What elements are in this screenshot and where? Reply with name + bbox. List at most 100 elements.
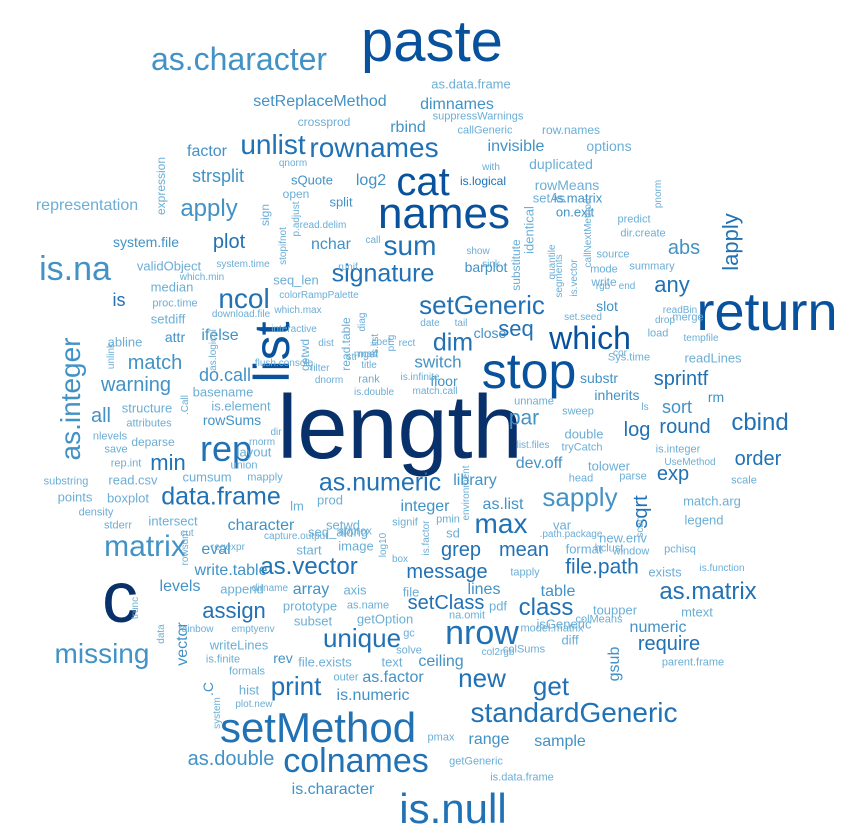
word: .Call [180, 394, 191, 416]
word: nchar [310, 236, 352, 253]
word: integer [400, 498, 450, 515]
word: setGeneric [419, 290, 545, 320]
word: median [150, 279, 194, 295]
word: sink [482, 259, 500, 270]
word: mode [590, 263, 618, 276]
word: call [365, 235, 381, 246]
word: write.table [194, 562, 268, 579]
word: sign [258, 203, 272, 227]
word: identical [521, 206, 537, 254]
word: invisible [487, 138, 545, 155]
word: sd [446, 525, 460, 541]
word: points [57, 489, 93, 505]
word: suppressWarnings [432, 110, 524, 123]
word: log10 [378, 532, 389, 558]
word: read.delim [299, 220, 347, 231]
word: on.exit [555, 204, 595, 220]
word: tolower [588, 458, 630, 474]
word: sum [383, 230, 437, 261]
word: as.data.frame [431, 76, 511, 92]
word: rep.int [110, 457, 142, 470]
word: set.seed [564, 312, 602, 323]
word: plot [212, 231, 246, 253]
word: seq_along [308, 524, 368, 540]
word: source [596, 248, 630, 261]
word: is.numeric [336, 687, 410, 704]
word: window [612, 545, 650, 558]
word: filter [310, 363, 330, 374]
word: diff [561, 632, 579, 648]
word: drop [654, 315, 676, 326]
word: proc.time [152, 297, 198, 310]
word: write [591, 275, 617, 289]
word: ifelse [201, 327, 239, 344]
word: cbind [731, 409, 789, 436]
word: ncol [218, 283, 270, 314]
word: stderr [103, 519, 133, 532]
word: approx [338, 525, 372, 538]
word: as.factor [362, 669, 424, 686]
word: sprintf [653, 368, 709, 390]
word: lm [290, 498, 304, 514]
word: rbind [390, 119, 426, 136]
word: data.frame [161, 482, 281, 511]
word: as.logical [208, 329, 219, 371]
word: setMethod [219, 704, 417, 751]
word: rownames [309, 132, 439, 163]
word: interactive [271, 324, 317, 335]
word: layout [236, 444, 272, 460]
word: seq_len [273, 272, 319, 288]
word: UseMethod [664, 457, 716, 468]
word: isGeneric [536, 616, 592, 632]
word: crossprod [297, 115, 351, 129]
word: rev [273, 650, 293, 666]
word: text [381, 654, 403, 670]
word: dirname [251, 583, 289, 594]
word: pchisq [664, 543, 696, 556]
word: options [586, 138, 632, 154]
word: readLines [684, 350, 742, 366]
word: setClass [407, 592, 485, 614]
word: array [292, 581, 330, 598]
word: data [156, 624, 167, 644]
word: is.data.frame [490, 771, 554, 784]
word: runif [338, 262, 358, 273]
word: parse [619, 470, 647, 483]
word: seq [498, 316, 534, 341]
word: match.call [412, 386, 458, 397]
word: prod [316, 492, 344, 508]
word: inherits [594, 387, 640, 403]
word: matrix [104, 530, 186, 563]
word: file.path [565, 555, 639, 579]
word: round [659, 416, 711, 438]
word: rowsum [180, 530, 191, 566]
word: unique [322, 623, 402, 653]
word: rowSums [202, 412, 262, 428]
word: is.na [39, 250, 111, 288]
word: predict [617, 213, 651, 226]
word: toupper [592, 602, 638, 618]
word: rep [199, 428, 253, 469]
word: exists [648, 564, 682, 580]
word: subset [293, 613, 333, 629]
word: new.env [599, 530, 647, 546]
word: dist [318, 338, 334, 349]
word: end [618, 281, 636, 292]
word: split [329, 194, 353, 210]
word: which [549, 320, 631, 356]
word: regexpr [211, 542, 245, 553]
word: match.arg [683, 493, 741, 509]
word: structure [121, 400, 173, 416]
word: legend [684, 512, 724, 528]
word: standardGeneric [470, 697, 678, 728]
word: which.max [274, 305, 322, 316]
word: callNextMethod [583, 198, 594, 268]
word: diag [357, 312, 368, 332]
word: ceiling [418, 653, 464, 670]
word: floor [430, 373, 458, 389]
word: unname [514, 395, 554, 408]
word: names [377, 189, 511, 238]
word: get [532, 671, 570, 701]
word: mapply [247, 471, 283, 484]
